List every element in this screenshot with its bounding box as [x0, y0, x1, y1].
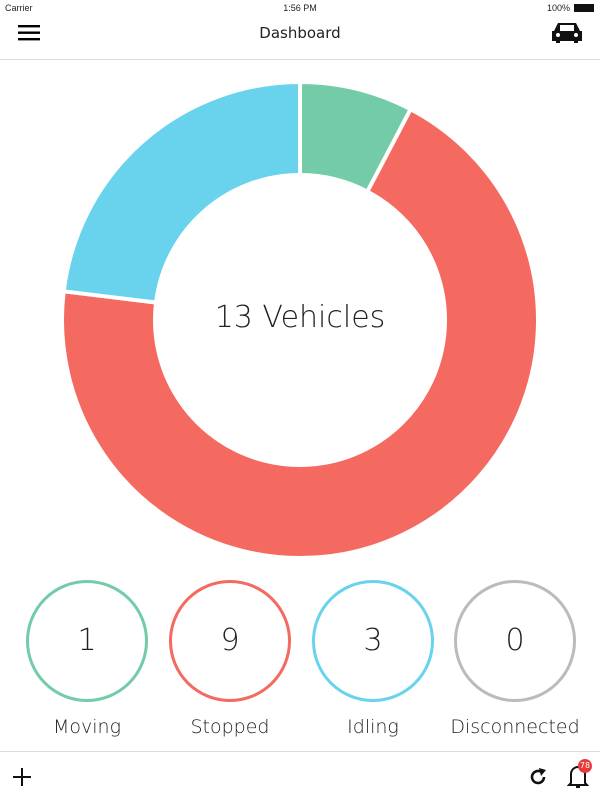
stat-idling[interactable]: 3 Idling — [303, 580, 443, 738]
donut-segment-idling[interactable] — [61, 79, 302, 305]
bottom-toolbar: 78 — [0, 751, 600, 800]
plus-icon[interactable] — [13, 768, 31, 786]
stat-disconnected[interactable]: 0 Disconnected — [445, 580, 585, 738]
stat-ring: 9 — [169, 580, 291, 702]
hamburger-icon[interactable] — [18, 24, 42, 42]
page-title: Dashboard — [259, 24, 341, 42]
notification-badge: 78 — [578, 759, 592, 773]
refresh-icon[interactable] — [528, 767, 548, 787]
stat-ring: 0 — [454, 580, 576, 702]
stat-label: Disconnected — [450, 716, 580, 738]
battery-percent: 100% — [546, 3, 570, 13]
clock: 1:56 PM — [283, 3, 317, 13]
stat-moving[interactable]: 1 Moving — [17, 580, 157, 738]
status-bar: Carrier 1:56 PM 100% — [0, 0, 600, 16]
stat-label: Idling — [347, 716, 399, 738]
stat-ring: 1 — [26, 580, 148, 702]
stat-label: Stopped — [190, 716, 270, 738]
stat-label: Moving — [53, 716, 121, 738]
carrier: Carrier — [5, 3, 33, 13]
car-icon[interactable] — [551, 21, 583, 45]
stat-ring: 3 — [312, 580, 434, 702]
battery-icon — [574, 4, 594, 12]
vehicle-total: 13 Vehicles — [214, 300, 386, 335]
nav-bar: Dashboard — [0, 16, 600, 60]
stat-stopped[interactable]: 9 Stopped — [160, 580, 300, 738]
donut-segment-stopped[interactable] — [60, 106, 540, 560]
donut-chart — [60, 79, 540, 560]
